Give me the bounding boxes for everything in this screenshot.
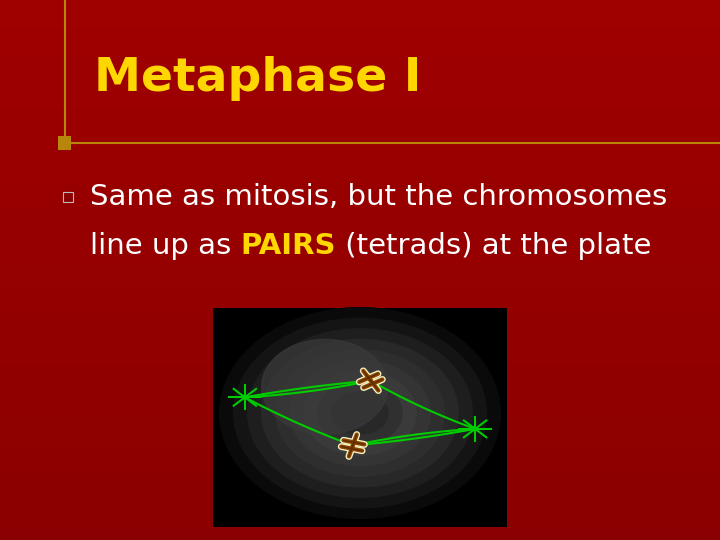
Text: (tetrads) at the plate: (tetrads) at the plate bbox=[336, 232, 652, 260]
Bar bbox=[0, 453, 720, 459]
Bar bbox=[212, 308, 508, 527]
Circle shape bbox=[248, 329, 472, 497]
Bar bbox=[0, 310, 720, 317]
Bar bbox=[0, 372, 720, 378]
Text: PAIRS: PAIRS bbox=[240, 232, 336, 260]
Bar bbox=[0, 270, 720, 276]
Bar bbox=[0, 249, 720, 256]
Bar bbox=[0, 102, 720, 108]
Bar bbox=[0, 94, 720, 102]
Bar bbox=[0, 68, 720, 74]
Bar bbox=[0, 40, 720, 47]
Bar bbox=[0, 54, 720, 60]
Bar bbox=[0, 459, 720, 465]
Bar bbox=[0, 446, 720, 453]
Bar bbox=[0, 438, 720, 445]
Text: Metaphase I: Metaphase I bbox=[94, 56, 421, 101]
Text: line up as: line up as bbox=[90, 232, 240, 260]
Bar bbox=[0, 399, 720, 405]
Bar bbox=[0, 364, 720, 372]
Bar bbox=[0, 195, 720, 202]
Bar bbox=[0, 74, 720, 81]
Bar bbox=[0, 338, 720, 345]
Bar bbox=[0, 513, 720, 519]
Bar bbox=[0, 162, 720, 168]
Text: Same as mitosis, but the chromosomes: Same as mitosis, but the chromosomes bbox=[90, 183, 667, 211]
Bar bbox=[0, 297, 720, 303]
Circle shape bbox=[262, 339, 388, 434]
Circle shape bbox=[220, 308, 500, 518]
Bar bbox=[0, 230, 720, 237]
Bar bbox=[0, 135, 720, 141]
Bar bbox=[0, 176, 720, 183]
Bar bbox=[0, 318, 720, 324]
Bar bbox=[0, 392, 720, 399]
Bar bbox=[0, 276, 720, 284]
Bar bbox=[58, 136, 71, 150]
Bar bbox=[0, 345, 720, 351]
Bar bbox=[0, 81, 720, 87]
Bar bbox=[0, 87, 720, 94]
Bar bbox=[0, 256, 720, 263]
Bar bbox=[0, 357, 720, 364]
Bar bbox=[0, 168, 720, 176]
Bar bbox=[0, 303, 720, 310]
Bar bbox=[0, 492, 720, 500]
Bar bbox=[0, 141, 720, 149]
Circle shape bbox=[276, 350, 444, 476]
Bar bbox=[0, 47, 720, 54]
Bar bbox=[0, 60, 720, 68]
Bar bbox=[0, 14, 720, 20]
Circle shape bbox=[289, 361, 431, 465]
Bar bbox=[0, 418, 720, 426]
Bar bbox=[0, 500, 720, 507]
Bar bbox=[0, 209, 720, 216]
Bar bbox=[0, 291, 720, 297]
Circle shape bbox=[304, 371, 416, 455]
Bar bbox=[0, 405, 720, 411]
Bar bbox=[0, 330, 720, 338]
Bar bbox=[0, 432, 720, 438]
Bar bbox=[0, 534, 720, 540]
Bar bbox=[0, 378, 720, 384]
Bar bbox=[0, 486, 720, 492]
Bar bbox=[0, 148, 720, 156]
Bar bbox=[0, 243, 720, 249]
Bar bbox=[0, 216, 720, 222]
Circle shape bbox=[220, 308, 500, 518]
Bar bbox=[0, 222, 720, 230]
Bar bbox=[0, 115, 720, 122]
Bar bbox=[0, 128, 720, 135]
Bar bbox=[0, 27, 720, 33]
Bar bbox=[0, 324, 720, 330]
Bar bbox=[0, 108, 720, 115]
Bar bbox=[0, 20, 720, 27]
Circle shape bbox=[233, 318, 487, 508]
Bar bbox=[0, 122, 720, 128]
Bar bbox=[0, 519, 720, 526]
Bar bbox=[0, 465, 720, 472]
Circle shape bbox=[318, 381, 402, 445]
Bar bbox=[0, 284, 720, 291]
Bar bbox=[0, 33, 720, 40]
Bar bbox=[0, 480, 720, 486]
Bar bbox=[0, 6, 720, 14]
Bar bbox=[63, 192, 73, 202]
Bar bbox=[0, 411, 720, 418]
Bar bbox=[0, 384, 720, 391]
Bar bbox=[0, 189, 720, 195]
Circle shape bbox=[332, 392, 388, 434]
Bar bbox=[0, 155, 720, 162]
Bar bbox=[0, 507, 720, 513]
Bar bbox=[0, 472, 720, 480]
Bar bbox=[0, 0, 720, 6]
Bar bbox=[0, 351, 720, 357]
Circle shape bbox=[262, 339, 458, 487]
Bar bbox=[0, 237, 720, 243]
Bar bbox=[0, 526, 720, 534]
Bar bbox=[0, 426, 720, 432]
Bar bbox=[0, 263, 720, 270]
Bar bbox=[0, 183, 720, 189]
Bar bbox=[0, 202, 720, 209]
